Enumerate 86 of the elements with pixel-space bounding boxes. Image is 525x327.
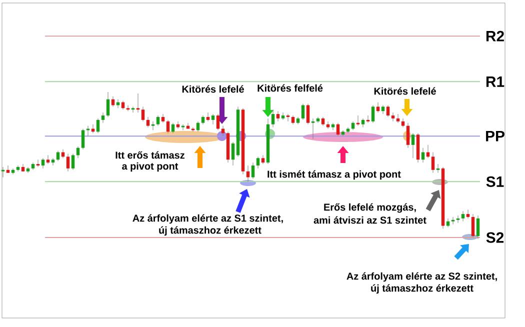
candlestick	[206, 112, 210, 122]
candlestick	[451, 216, 455, 225]
candlestick	[131, 106, 135, 113]
candlestick	[281, 112, 285, 120]
candlestick	[106, 92, 110, 118]
candlestick	[336, 122, 340, 136]
candlestick	[316, 116, 320, 124]
candlestick	[381, 104, 385, 114]
candlestick	[411, 132, 415, 158]
candlestick	[151, 121, 155, 130]
candlestick	[6, 165, 10, 174]
candlestick	[11, 168, 15, 175]
text: Az árfolyam elérte az S2 szintet,	[346, 272, 497, 282]
candlestick	[26, 166, 30, 174]
ref-line-label: R1	[486, 76, 504, 87]
candlestick	[141, 106, 145, 122]
candlestick	[181, 124, 185, 130]
candlestick	[326, 121, 330, 129]
candlestick	[146, 116, 150, 128]
candlestick	[136, 93, 140, 113]
candlestick	[161, 114, 165, 124]
candlestick	[386, 104, 390, 118]
ref-line-label: S1	[486, 176, 504, 187]
candlestick	[221, 126, 225, 136]
candlestick	[306, 103, 310, 125]
candlestick	[176, 121, 180, 129]
candlestick	[166, 120, 170, 134]
annotation: a pivot pont	[122, 162, 178, 172]
candlestick	[361, 118, 365, 128]
candlestick	[81, 128, 85, 150]
candlestick	[256, 156, 260, 169]
candlestick	[271, 109, 275, 128]
candlestick	[51, 158, 55, 166]
candlestick	[41, 158, 45, 169]
candlestick	[96, 118, 100, 134]
annotation: Kitörés lefelé	[374, 87, 436, 95]
ref-line-label: S2	[486, 232, 504, 243]
candlestick	[391, 112, 395, 122]
text: új támaszhoz érkezett	[371, 284, 474, 294]
candlestick	[466, 209, 470, 219]
candlestick	[366, 115, 370, 124]
candlestick	[331, 122, 335, 130]
candlestick	[126, 104, 130, 112]
annotation: Itt ismét támasz a pivot pont	[268, 170, 401, 180]
candlestick	[431, 152, 435, 174]
candlestick	[371, 104, 375, 124]
text: Kitörés felfelé	[258, 84, 323, 92]
ref-line-label: R2	[486, 30, 504, 42]
candlestick	[66, 153, 70, 172]
candlestick	[156, 115, 160, 126]
candlestick	[276, 110, 280, 122]
candlestick	[71, 153, 75, 170]
candlestick	[231, 142, 235, 166]
candlestick	[16, 165, 20, 172]
annotation: ami átviszi az S1 szintet	[314, 216, 426, 224]
candlestick	[246, 165, 250, 182]
ref-line-label: PP	[486, 130, 504, 142]
candlestick	[311, 118, 315, 140]
annotation: Itt erős támasz	[116, 151, 184, 159]
candlestick	[406, 122, 410, 148]
candlestick	[396, 114, 400, 124]
annotation: Erős lefelé mozgás,	[324, 203, 416, 213]
candlestick	[401, 118, 405, 128]
candlestick	[286, 114, 290, 122]
candlestick	[101, 112, 105, 124]
candlestick	[446, 218, 450, 228]
candlestick	[301, 103, 305, 120]
candlestick	[471, 214, 475, 238]
candlestick	[456, 215, 460, 224]
annotation: új támaszhoz érkezett	[159, 226, 262, 236]
candlestick	[461, 210, 465, 222]
candlestick	[251, 162, 255, 179]
candlestick	[476, 215, 480, 240]
candlestick	[86, 126, 90, 136]
candlestick	[46, 154, 50, 164]
candlestick	[211, 114, 215, 125]
annotation: Az árfolyam elérte az S1 szintet,	[132, 214, 283, 224]
candlestick	[341, 130, 345, 136]
candlestick	[36, 159, 40, 168]
candlestick	[436, 164, 440, 174]
candlestick	[91, 124, 95, 134]
candlestick	[216, 114, 220, 130]
candlestick	[356, 115, 360, 126]
candlestick	[376, 102, 380, 113]
annotation: Kitörés lefelé	[182, 85, 244, 93]
candlestick	[261, 154, 265, 164]
